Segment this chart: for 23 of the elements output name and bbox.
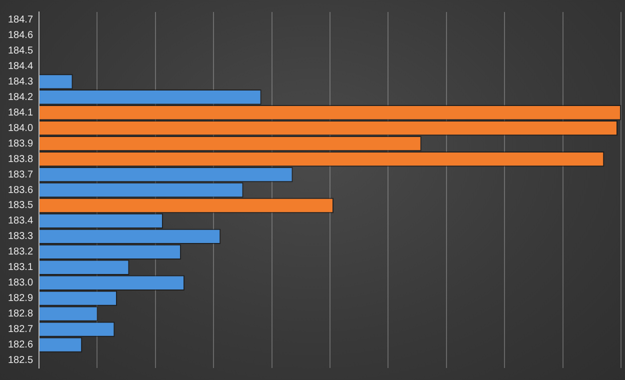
y-tick-label: 184.2 (8, 92, 34, 103)
y-tick-label: 184.1 (8, 107, 34, 118)
y-tick-label: 183.6 (8, 184, 34, 196)
y-tick-label: 183.1 (8, 262, 34, 274)
y-tick-label: 182.5 (8, 355, 34, 366)
y-tick-label: 183.0 (8, 278, 34, 289)
y-tick-label: 184.3 (8, 76, 34, 88)
y-tick-label: 182.9 (8, 293, 34, 304)
y-tick-label: 182.7 (8, 324, 34, 336)
y-tick-label: 183.5 (8, 200, 34, 212)
y-tick-label: 183.4 (8, 216, 34, 227)
y-tick-label: 183.9 (8, 138, 34, 150)
y-tick-label: 184.6 (8, 30, 34, 41)
y-tick-label: 183.3 (8, 231, 34, 242)
y-tick-label: 184.5 (8, 45, 34, 56)
y-tick-label: 182.8 (8, 308, 34, 320)
y-tick-label: 184.0 (8, 122, 34, 134)
y-tick-label: 183.8 (8, 154, 34, 165)
y-tick-label: 182.6 (8, 340, 34, 351)
y-tick-label: 184.4 (8, 60, 34, 72)
y-tick-label: 183.2 (8, 246, 34, 258)
y-tick-label: 184.7 (8, 14, 34, 26)
y-tick-label: 183.7 (8, 169, 34, 180)
